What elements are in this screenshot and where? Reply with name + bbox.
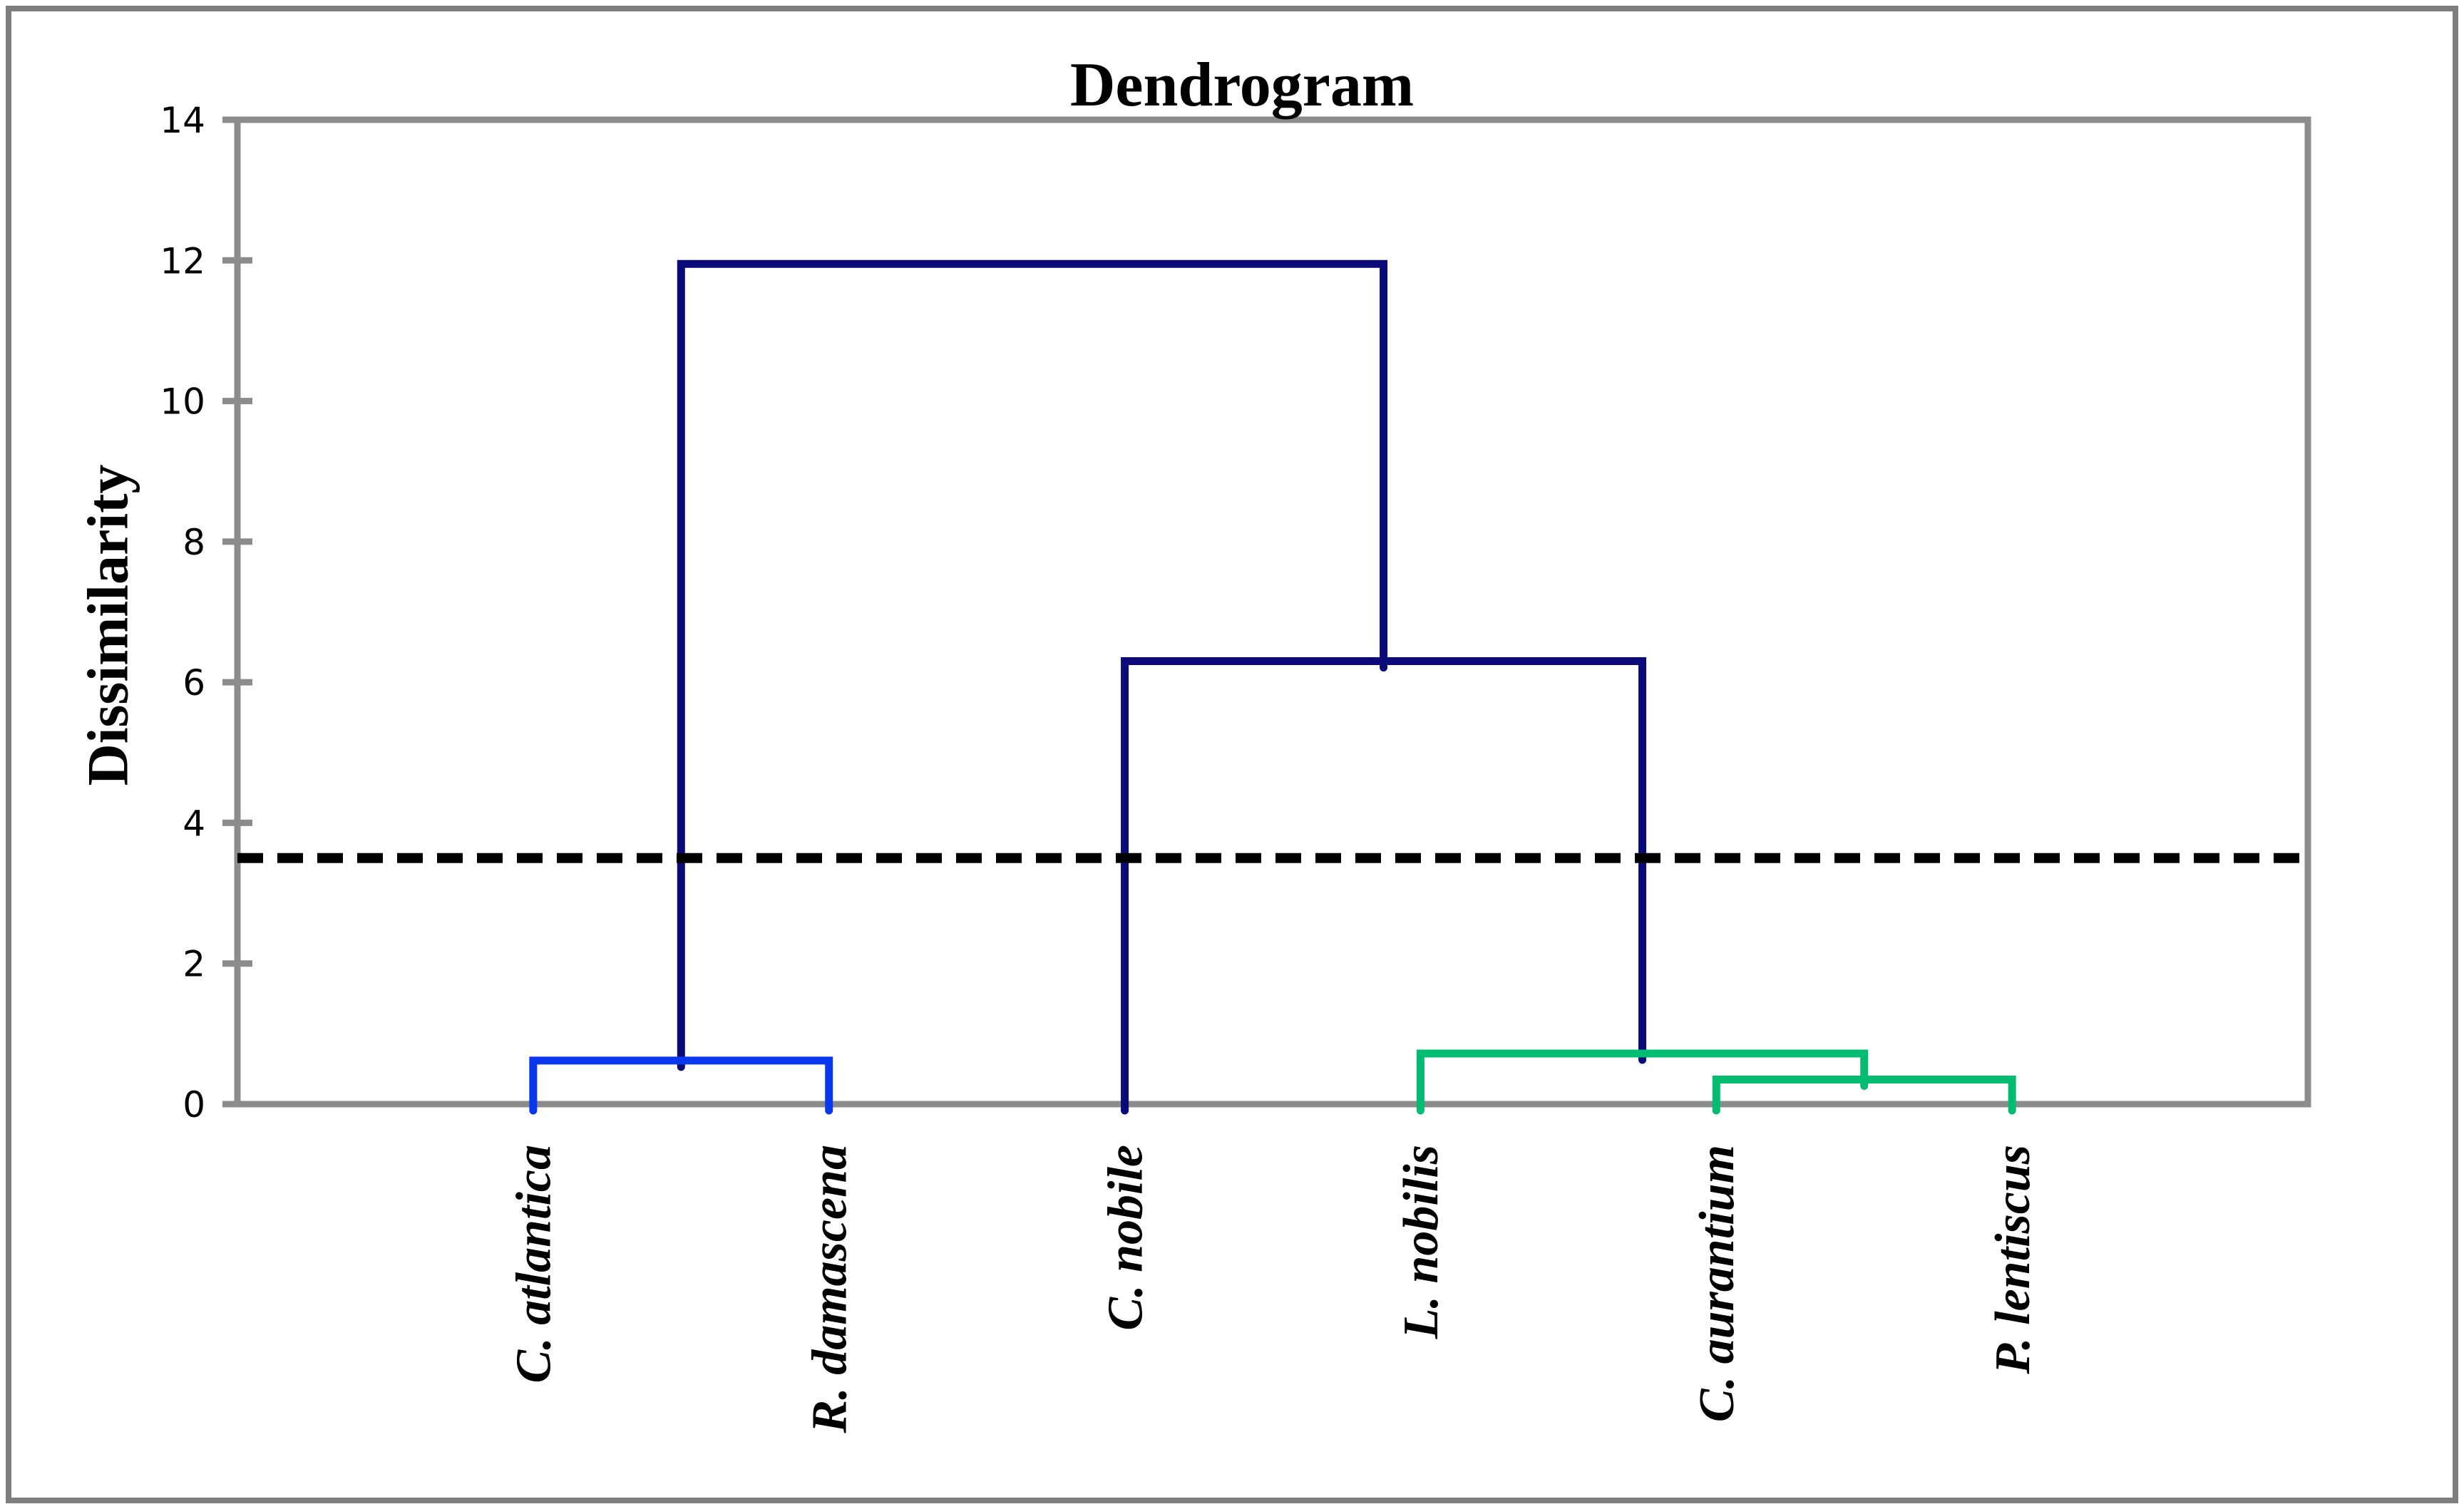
merge-link <box>1121 657 1647 1115</box>
merge-link <box>677 259 1388 1071</box>
merge-link <box>529 1056 833 1115</box>
y-tick-label: 0 <box>183 1084 205 1126</box>
y-tick-label: 6 <box>183 662 205 704</box>
merge-link <box>1712 1075 2016 1115</box>
y-axis-ticks: 0 2 4 6 8 10 12 14 <box>160 100 252 1126</box>
plot-frame <box>234 116 2311 1108</box>
leaf-label: L. nobilis <box>1394 1145 1449 1339</box>
y-tick-label: 14 <box>160 100 205 141</box>
leaf-label: C. aurantium <box>1690 1145 1745 1422</box>
y-tick-label: 10 <box>160 381 205 423</box>
y-tick-label: 8 <box>183 522 205 563</box>
y-axis-label: Dissimilarity <box>76 465 140 786</box>
leaf-label: R. damascena <box>803 1145 858 1433</box>
dendrogram-links <box>529 259 2016 1115</box>
leaf-labels: C. atlantica R. damascena C. nobile L. nobi… <box>507 1145 2040 1433</box>
leaf-label: P. lentiscus <box>1986 1145 2040 1375</box>
leaf-label: C. nobile <box>1098 1145 1153 1331</box>
merge-link <box>1416 1049 1869 1115</box>
leaf-label: C. atlantica <box>507 1145 562 1383</box>
chart-title: Dendrogram <box>1070 51 1414 120</box>
figure-border <box>6 6 2458 1503</box>
y-tick-label: 2 <box>183 944 205 985</box>
y-tick-label: 4 <box>183 803 205 844</box>
y-tick-label: 12 <box>160 240 205 282</box>
